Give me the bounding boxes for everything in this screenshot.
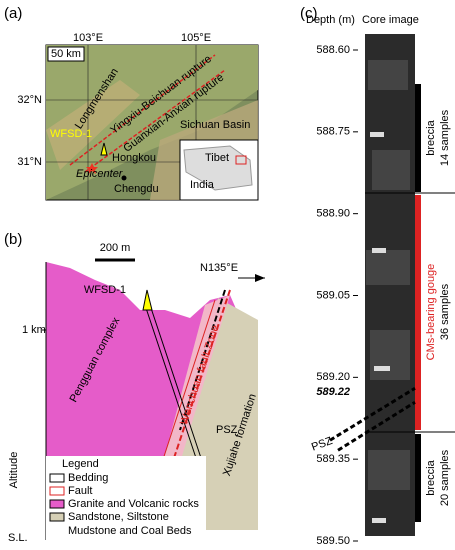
legend-swatch bbox=[49, 473, 65, 483]
depth-tick-label: 588.75 bbox=[316, 126, 350, 138]
rupture bbox=[69, 54, 216, 166]
interval-samples: 14 samples bbox=[439, 109, 451, 166]
legend-item: Fault bbox=[68, 485, 92, 497]
depth-tick-label: 588.60 bbox=[316, 44, 350, 56]
legend-item: Mudstone and Coal Beds bbox=[68, 525, 192, 537]
well-icon bbox=[142, 289, 153, 311]
latitude: 31°N bbox=[17, 156, 42, 168]
scale: 50 km bbox=[51, 48, 81, 60]
interval-bar bbox=[415, 434, 421, 522]
psz-line bbox=[179, 289, 226, 431]
panel-label: (b) bbox=[4, 231, 22, 248]
depth-tick-label: 589.20 bbox=[316, 371, 350, 383]
legend-item: Sandstone, Siltstone bbox=[68, 511, 169, 523]
borehole bbox=[144, 304, 201, 471]
latitude: 32°N bbox=[17, 94, 42, 106]
depth-tick-label: 588.90 bbox=[316, 208, 350, 220]
core-tags bbox=[370, 132, 390, 523]
terrain bbox=[46, 80, 140, 170]
legend-item: Granite and Volcanic rocks bbox=[68, 498, 199, 510]
city bbox=[121, 175, 127, 181]
interval-name: breccia bbox=[425, 459, 437, 495]
place: India bbox=[190, 179, 215, 191]
longitude: 105°E bbox=[181, 32, 211, 44]
well-icon bbox=[100, 142, 108, 156]
axis-title: Altitude bbox=[8, 452, 20, 489]
interval-samples: 36 samples bbox=[439, 283, 451, 340]
legend-swatch bbox=[49, 499, 65, 509]
depth-tick-label: 589.05 bbox=[316, 289, 350, 301]
psz-marker: PSZ bbox=[310, 435, 334, 454]
borehole bbox=[149, 304, 206, 471]
depth-tick-label: 589.50 bbox=[316, 535, 350, 547]
direction: N135°E bbox=[200, 262, 238, 274]
sea-level: S.L. bbox=[8, 532, 28, 544]
interval-bar bbox=[415, 84, 421, 192]
legend-swatch bbox=[49, 486, 65, 496]
interval-name: breccia bbox=[425, 119, 437, 155]
inset-box bbox=[235, 155, 247, 165]
unit: PSZ bbox=[216, 424, 238, 436]
panel-label: (a) bbox=[4, 5, 22, 22]
arrow-head bbox=[255, 274, 265, 282]
psz-line bbox=[337, 400, 416, 452]
place: Epicenter bbox=[76, 168, 124, 180]
column-title: Depth (m) bbox=[306, 14, 355, 26]
depth-tick-label: 589.35 bbox=[316, 453, 350, 465]
place: Tibet bbox=[205, 152, 229, 164]
inset-land bbox=[183, 145, 253, 191]
psz-line bbox=[329, 386, 416, 442]
column-title: Core image bbox=[362, 14, 419, 26]
interval-bar bbox=[415, 195, 421, 430]
longitude: 103°E bbox=[73, 32, 103, 44]
scale: 200 m bbox=[100, 242, 131, 254]
legend-title: Legend bbox=[62, 458, 99, 470]
legend-item: Bedding bbox=[68, 472, 108, 484]
well-label: WFSD-1 bbox=[84, 284, 126, 296]
psz-depth-label: 589.22 bbox=[316, 386, 350, 398]
place: WFSD-1 bbox=[50, 128, 92, 140]
legend-swatch bbox=[49, 512, 65, 522]
place: Chengdu bbox=[114, 183, 159, 195]
core-texture bbox=[366, 60, 410, 490]
rupture bbox=[84, 69, 226, 173]
terrain bbox=[46, 45, 258, 200]
place: Hongkou bbox=[112, 152, 156, 164]
place: Sichuan Basin bbox=[180, 119, 250, 131]
panel-label: (c) bbox=[300, 5, 318, 22]
interval-name: CMs-bearing gouge bbox=[425, 264, 437, 361]
interval-samples: 20 samples bbox=[439, 449, 451, 506]
psz-label: PSZ bbox=[310, 435, 334, 454]
legend bbox=[46, 456, 206, 540]
elevation: 1 km bbox=[22, 324, 46, 336]
scale-box bbox=[47, 46, 85, 62]
epicenter bbox=[86, 163, 98, 174]
